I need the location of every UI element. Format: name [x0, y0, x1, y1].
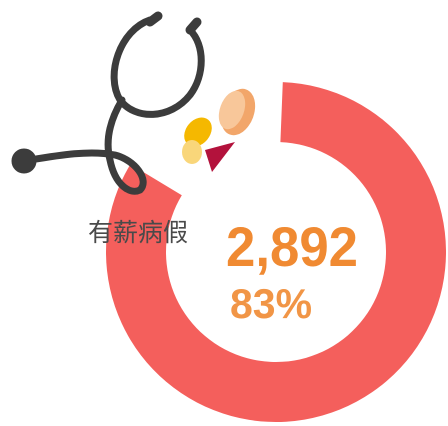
category-label: 有薪病假 [88, 218, 188, 247]
stethoscope-icon [11, 11, 205, 195]
count-label: 2,892 [226, 215, 358, 278]
donut-arc [106, 82, 446, 422]
donut [106, 82, 446, 422]
percent-label: 83% [230, 280, 312, 327]
pills-icon [182, 88, 256, 172]
